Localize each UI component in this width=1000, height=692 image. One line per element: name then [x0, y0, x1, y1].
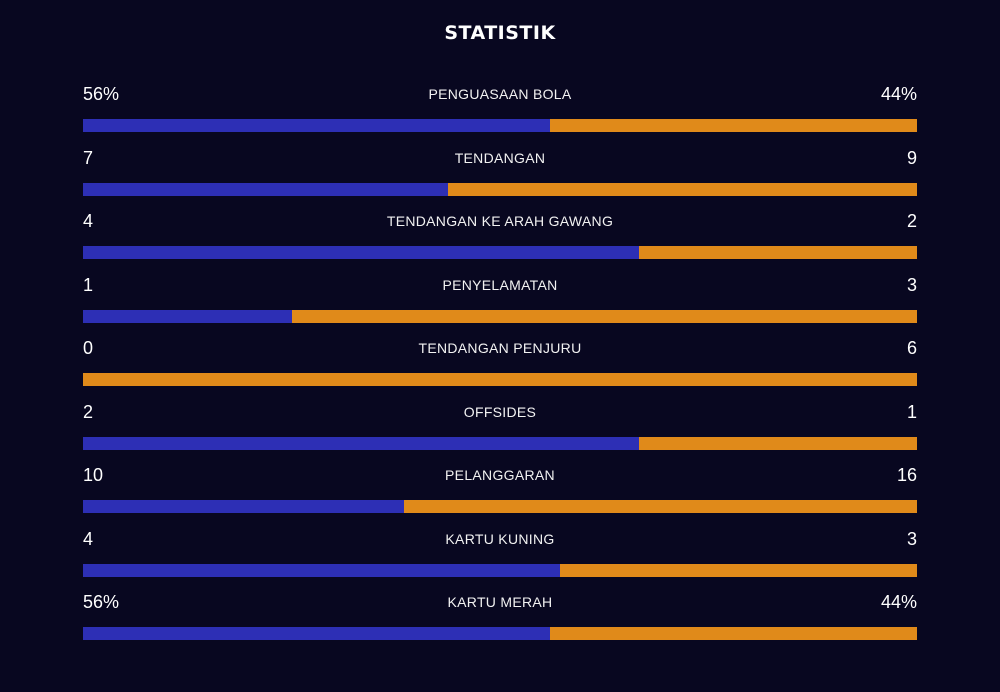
stats-list: 56% PENGUASAAN BOLA 44% 7 TENDANGAN 9 4 … [83, 80, 917, 652]
away-bar [639, 436, 917, 450]
away-bar [291, 309, 917, 323]
stat-row-offsides: 2 OFFSIDES 1 [83, 398, 917, 462]
away-bar [447, 182, 917, 196]
stat-row-saves: 1 PENYELAMATAN 3 [83, 271, 917, 335]
stat-label: PENYELAMATAN [442, 276, 558, 293]
away-value: 6 [906, 338, 917, 358]
stat-label: PELANGGARAN [445, 467, 555, 483]
away-value: 2 [906, 211, 917, 231]
comparison-bar [83, 563, 917, 577]
page-title: STATISTIK [444, 22, 556, 44]
home-bar [83, 436, 640, 450]
home-value: 2 [83, 401, 94, 422]
comparison-bar [83, 436, 917, 450]
home-value: 56% [83, 84, 120, 104]
stat-row-possession: 56% PENGUASAAN BOLA 44% [83, 80, 917, 144]
home-value: 56% [83, 592, 120, 612]
stat-label: PENGUASAAN BOLA [428, 86, 572, 102]
home-value: 4 [83, 211, 94, 231]
stat-label: KARTU MERAH [447, 594, 553, 610]
home-value: 0 [83, 338, 94, 358]
home-value: 4 [83, 528, 94, 549]
stat-row-shots-on-target: 4 TENDANGAN KE ARAH GAWANG 2 [83, 207, 917, 271]
home-value: 7 [83, 147, 94, 168]
stat-label: KARTU KUNING [445, 530, 555, 547]
away-bar [639, 246, 917, 259]
stat-row-shots: 7 TENDANGAN 9 [83, 144, 917, 208]
comparison-bar [83, 246, 917, 259]
away-bar [83, 373, 917, 386]
away-value: 44% [880, 84, 917, 104]
comparison-bar [83, 500, 917, 513]
comparison-bar [83, 373, 917, 386]
home-bar [83, 182, 448, 196]
comparison-bar [83, 309, 917, 323]
away-bar [403, 500, 917, 513]
stat-label: OFFSIDES [463, 403, 537, 420]
away-value: 1 [906, 401, 917, 422]
away-bar [550, 627, 917, 640]
home-bar [83, 246, 640, 259]
away-value: 3 [906, 528, 917, 549]
away-value: 3 [906, 274, 917, 295]
comparison-bar [83, 627, 917, 640]
away-value: 9 [906, 147, 917, 168]
away-value: 44% [880, 592, 917, 612]
stat-label: TENDANGAN PENJURU [418, 340, 582, 356]
home-bar [83, 627, 551, 640]
home-bar [83, 119, 551, 132]
stat-row-corners: 0 TENDANGAN PENJURU 6 [83, 334, 917, 398]
stat-row-fouls: 10 PELANGGARAN 16 [83, 461, 917, 525]
stat-row-yellow-cards: 4 KARTU KUNING 3 [83, 525, 917, 589]
comparison-bar [83, 182, 917, 196]
stat-row-red-cards: 56% KARTU MERAH 44% [83, 588, 917, 652]
stat-label: TENDANGAN KE ARAH GAWANG [386, 213, 614, 229]
home-bar [83, 309, 292, 323]
home-bar [83, 500, 404, 513]
home-value: 10 [83, 465, 104, 485]
away-bar [550, 119, 917, 132]
home-bar [83, 563, 560, 577]
away-bar [559, 563, 917, 577]
comparison-bar [83, 119, 917, 132]
stat-label: TENDANGAN [454, 149, 546, 166]
home-value: 1 [83, 274, 94, 295]
away-value: 16 [896, 465, 917, 485]
